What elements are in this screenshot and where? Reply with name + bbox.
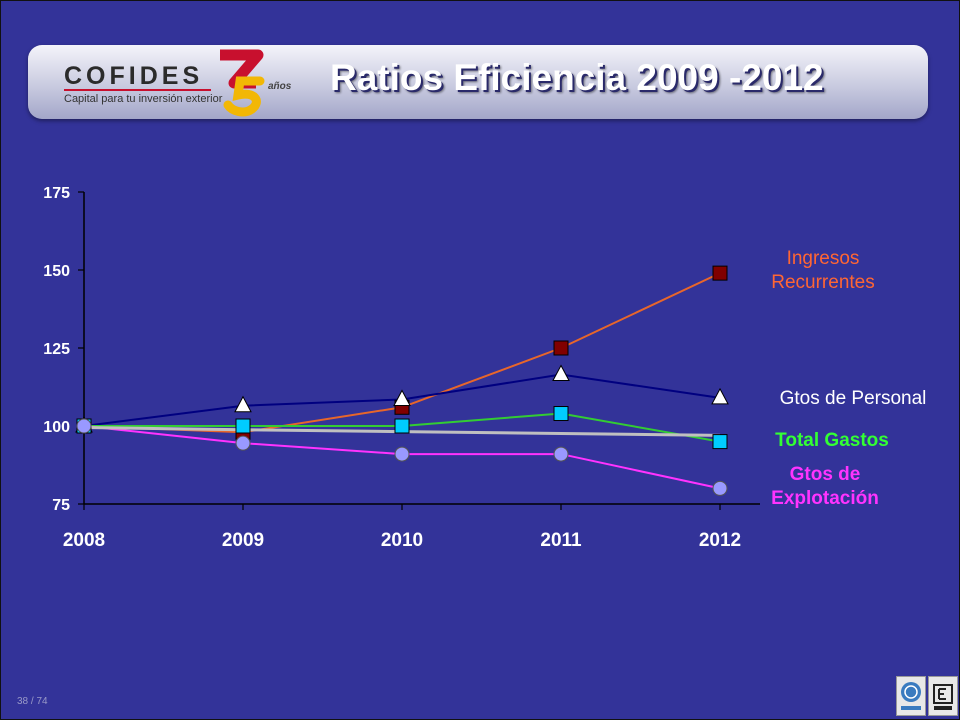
company-logo-tagline: Capital para tu inversión exterior bbox=[64, 93, 223, 105]
data-point-triangle bbox=[552, 364, 570, 382]
y-tick-label: 150 bbox=[43, 263, 70, 280]
data-point-triangle bbox=[234, 395, 252, 413]
slide-title: Ratios Eficiencia 2009 -2012 bbox=[330, 57, 824, 98]
logo-divider bbox=[64, 89, 211, 91]
x-tick-label: 2010 bbox=[381, 530, 423, 551]
series-label: Gtos de bbox=[790, 464, 861, 485]
anniversary-25-logo-icon bbox=[220, 49, 265, 117]
series-label: Gtos de Personal bbox=[780, 388, 927, 409]
x-tick-label: 2009 bbox=[222, 530, 264, 551]
x-tick-label: 2008 bbox=[63, 530, 105, 551]
data-point-circle bbox=[76, 418, 92, 434]
data-point-square bbox=[712, 265, 728, 281]
global-compact-badge-icon bbox=[896, 676, 926, 716]
x-tick-label: 2012 bbox=[699, 530, 741, 551]
y-tick-label: 125 bbox=[43, 341, 70, 358]
data-point-square bbox=[553, 406, 569, 422]
data-point-circle bbox=[712, 480, 728, 496]
data-point-circle bbox=[553, 446, 569, 462]
series-label: Explotación bbox=[771, 488, 879, 509]
series-label: Total Gastos bbox=[775, 430, 889, 451]
anniversary-suffix: años bbox=[268, 81, 292, 92]
page-number: 38 / 74 bbox=[17, 696, 48, 707]
data-point-square bbox=[712, 434, 728, 450]
certification-er-badge-icon bbox=[928, 676, 958, 716]
title-banner: COFIDES Capital para tu inversión exteri… bbox=[28, 45, 928, 119]
data-point-square bbox=[553, 340, 569, 356]
y-tick-label: 175 bbox=[43, 185, 70, 202]
x-tick-label: 2011 bbox=[540, 530, 582, 551]
data-point-square bbox=[394, 418, 410, 434]
company-logo-wordmark: COFIDES bbox=[64, 62, 204, 90]
data-point-circle bbox=[394, 446, 410, 462]
y-tick-label: 75 bbox=[52, 497, 70, 514]
data-point-circle bbox=[235, 435, 251, 451]
y-tick-label: 100 bbox=[43, 419, 70, 436]
series-label: Recurrentes bbox=[771, 272, 875, 293]
data-point-square bbox=[235, 418, 251, 434]
data-point-triangle bbox=[711, 387, 729, 405]
data-point-triangle bbox=[393, 389, 411, 406]
series-label: Ingresos bbox=[787, 248, 860, 269]
